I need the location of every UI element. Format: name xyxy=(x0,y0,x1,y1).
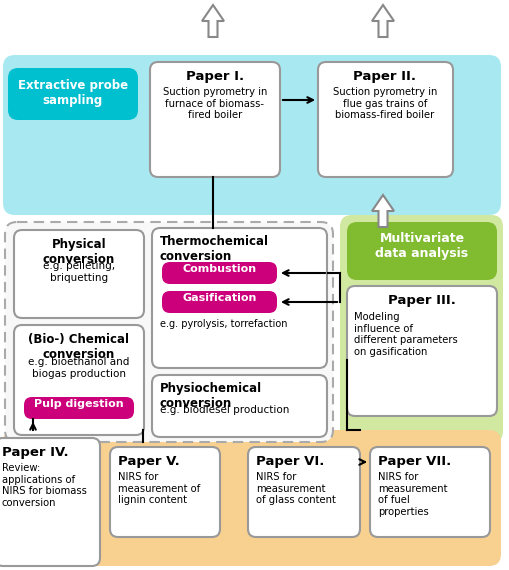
Text: Combustion: Combustion xyxy=(183,264,257,274)
FancyBboxPatch shape xyxy=(150,62,280,177)
Text: Paper VII.: Paper VII. xyxy=(378,455,451,468)
Text: Paper I.: Paper I. xyxy=(186,70,244,83)
FancyBboxPatch shape xyxy=(318,62,453,177)
Polygon shape xyxy=(372,195,394,227)
Text: Extractive probe
sampling: Extractive probe sampling xyxy=(18,79,128,107)
FancyBboxPatch shape xyxy=(8,68,138,120)
Text: e.g. pyrolysis, torrefaction: e.g. pyrolysis, torrefaction xyxy=(160,319,288,329)
FancyBboxPatch shape xyxy=(162,262,277,284)
Text: Physiochemical
conversion: Physiochemical conversion xyxy=(160,382,262,410)
FancyBboxPatch shape xyxy=(3,430,501,566)
Text: e.g. bioethanol and
biogas production: e.g. bioethanol and biogas production xyxy=(29,357,130,378)
FancyBboxPatch shape xyxy=(0,438,100,566)
FancyBboxPatch shape xyxy=(14,230,144,318)
Text: Multivariate
data analysis: Multivariate data analysis xyxy=(376,232,469,260)
Text: Physical
conversion: Physical conversion xyxy=(43,238,115,266)
FancyBboxPatch shape xyxy=(347,286,497,416)
Text: Suction pyrometry in
furnace of biomass-
fired boiler: Suction pyrometry in furnace of biomass-… xyxy=(163,87,267,120)
Text: e.g. biodiesel production: e.g. biodiesel production xyxy=(160,405,290,415)
FancyBboxPatch shape xyxy=(3,55,501,215)
FancyBboxPatch shape xyxy=(14,325,144,435)
Text: NIRS for
measurement
of fuel
properties: NIRS for measurement of fuel properties xyxy=(378,472,447,517)
FancyBboxPatch shape xyxy=(370,447,490,537)
FancyBboxPatch shape xyxy=(110,447,220,537)
Text: NIRS for
measurement
of glass content: NIRS for measurement of glass content xyxy=(256,472,336,505)
Polygon shape xyxy=(372,5,394,37)
FancyBboxPatch shape xyxy=(162,291,277,313)
Text: Paper III.: Paper III. xyxy=(388,294,456,307)
Text: Suction pyrometry in
flue gas trains of
biomass-fired boiler: Suction pyrometry in flue gas trains of … xyxy=(333,87,437,120)
Text: e.g. pelleting,
briquetting: e.g. pelleting, briquetting xyxy=(43,261,115,283)
Text: Modeling
influence of
different parameters
on gasification: Modeling influence of different paramete… xyxy=(354,312,458,357)
Text: Paper IV.: Paper IV. xyxy=(2,446,69,459)
Polygon shape xyxy=(202,5,224,37)
FancyBboxPatch shape xyxy=(5,222,333,442)
FancyBboxPatch shape xyxy=(152,228,327,368)
Text: NIRS for
measurement of
lignin content: NIRS for measurement of lignin content xyxy=(118,472,200,505)
Text: Pulp digestion: Pulp digestion xyxy=(34,399,124,409)
Text: Paper VI.: Paper VI. xyxy=(256,455,324,468)
FancyBboxPatch shape xyxy=(152,375,327,437)
Text: (Bio-) Chemical
conversion: (Bio-) Chemical conversion xyxy=(29,333,129,361)
Text: Review:
applications of
NIRS for biomass
conversion: Review: applications of NIRS for biomass… xyxy=(2,463,87,508)
FancyBboxPatch shape xyxy=(248,447,360,537)
Text: Thermochemical
conversion: Thermochemical conversion xyxy=(160,235,269,263)
Text: Paper V.: Paper V. xyxy=(118,455,180,468)
FancyBboxPatch shape xyxy=(340,215,503,443)
Text: Paper II.: Paper II. xyxy=(353,70,416,83)
FancyBboxPatch shape xyxy=(24,397,134,419)
FancyBboxPatch shape xyxy=(347,222,497,280)
Text: Gasification: Gasification xyxy=(183,293,257,303)
